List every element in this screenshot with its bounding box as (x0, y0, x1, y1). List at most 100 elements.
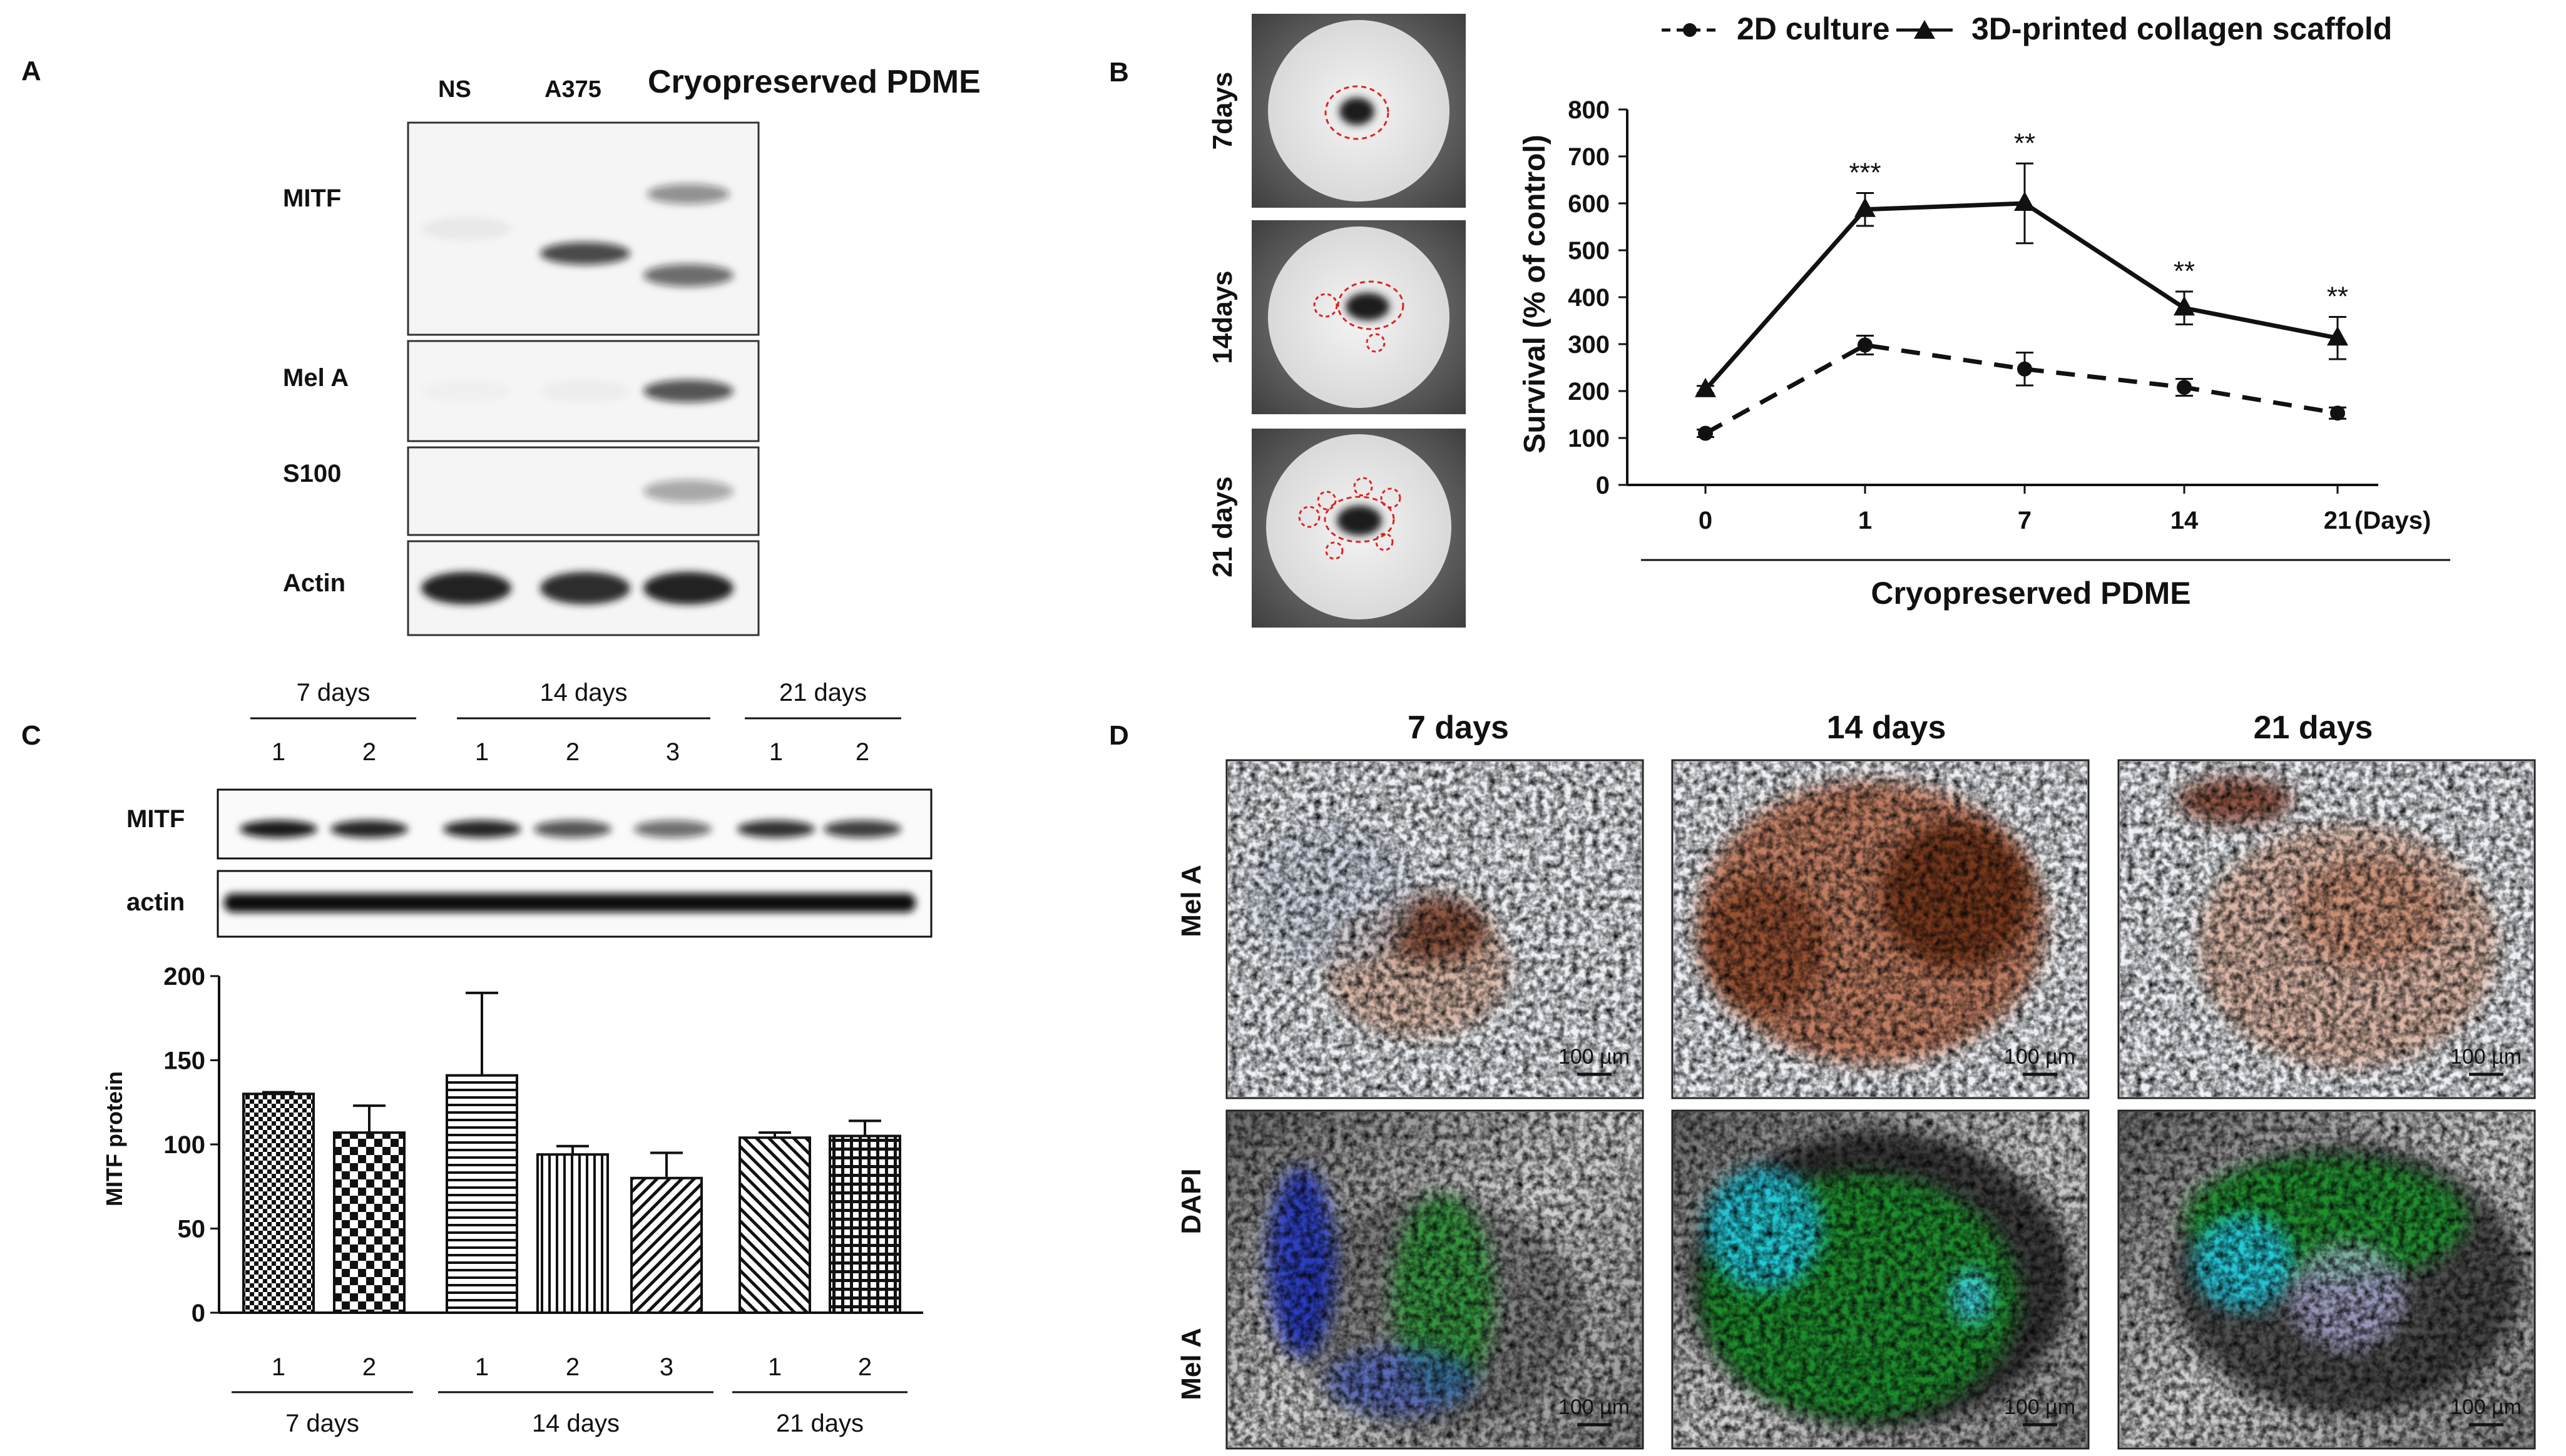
blot-a-band (643, 264, 734, 287)
blot-c-lane-label: 2 (856, 738, 869, 766)
blot-a-band (421, 380, 511, 402)
scale-bar-label: 100 µm (2450, 1045, 2522, 1069)
series-line-3d (1704, 201, 2338, 392)
panel-letter-b: B (1109, 57, 1129, 88)
mitf-bar-chart: 0 50 100 150 200 MITF protein 1 2 1 2 3 1 2 7 days 14 … (101, 963, 923, 1437)
blot-a-band (421, 217, 511, 240)
significance-mark: ** (2327, 282, 2348, 312)
data-point-3d (2014, 191, 2035, 211)
bar (630, 1176, 703, 1315)
significance-mark: ** (2014, 128, 2035, 158)
x-tick-label: 2 (566, 1353, 580, 1381)
scaffold-photo-7days (1252, 14, 1466, 208)
blot-c-lane-label: 1 (475, 738, 489, 766)
x-tick-label: 0 (1699, 507, 1712, 534)
y-tick-label: 200 (1568, 378, 1610, 405)
y-tick-label: 50 (178, 1216, 206, 1243)
blot-c-lane-label: 1 (272, 738, 285, 766)
x-tick-label: 2 (362, 1353, 376, 1381)
data-point-2d (2017, 361, 2032, 377)
blot-c-row-label-actin: actin (126, 888, 185, 916)
blot-c-lane-label: 1 (769, 738, 783, 766)
photo-label-21days: 21 days (1207, 476, 1238, 577)
panel-letter-d: D (1109, 720, 1129, 751)
blot-c-lane-label: 2 (362, 738, 376, 766)
tissue-texture (2120, 761, 2533, 1097)
y-tick-label: 200 (163, 963, 205, 990)
y-tick-label: 400 (1568, 284, 1610, 312)
data-point-3d (1695, 377, 1716, 397)
y-tick-label: 0 (1596, 472, 1610, 499)
row-label-mela-2: Mel A (1176, 1328, 1207, 1400)
bar (536, 1153, 609, 1315)
legend-marker-2d (1683, 23, 1697, 37)
bar (739, 1136, 811, 1314)
blot-c-actin-band (224, 893, 916, 912)
blot-a-band (540, 572, 630, 604)
x-tick-label: 14 (2170, 507, 2199, 534)
group-label: 21 days (776, 1410, 864, 1437)
column-title-7days: 7 days (1408, 710, 1509, 746)
lane-label-ns: NS (438, 76, 471, 103)
bar (242, 1092, 315, 1315)
panel-letter-c: C (21, 720, 41, 751)
blot-a-band (647, 184, 730, 204)
lane-label-pdme: Cryopreserved PDME (648, 64, 981, 100)
tissue-texture (1228, 761, 1642, 1097)
panel-a: A NS A375 Cryopreserved PDME MITF Mel A S1… (21, 56, 981, 636)
blot-a-row-label: MITF (283, 185, 341, 212)
panel-b: B 7days 14days (1109, 11, 2450, 628)
blot-a-row-label: S100 (283, 460, 341, 487)
x-tick-label: 21 (2324, 507, 2352, 534)
significance-mark: ** (2174, 256, 2195, 287)
legend-label-3d: 3D-printed collagen scaffold (1971, 11, 2392, 46)
bar (446, 1074, 518, 1314)
row-label-mela: Mel A (1176, 865, 1207, 937)
scale-bar-label: 100 µm (2450, 1395, 2522, 1419)
blot-c-mitf-band (330, 820, 408, 838)
blot-a-row-label: Mel A (283, 364, 349, 392)
row-label-dapi: DAPI (1176, 1168, 1207, 1234)
x-tick-label: 1 (475, 1353, 489, 1381)
blot-c-group-label: 21 days (779, 679, 867, 706)
data-point-3d (2327, 326, 2348, 346)
scale-bar-label: 100 µm (2004, 1395, 2075, 1419)
blot-c-group-label: 7 days (297, 679, 371, 706)
data-point-2d (1698, 425, 1713, 441)
data-point-2d (1858, 337, 1873, 353)
significance-mark: *** (1849, 158, 1881, 188)
data-point-3d (1854, 197, 1876, 217)
blot-a-row-label: Actin (283, 569, 345, 597)
photo-label-14days: 14days (1207, 270, 1238, 364)
x-tick-label: 2 (858, 1353, 872, 1381)
panel-letter-a: A (21, 56, 41, 86)
legend-marker-3d (1914, 20, 1935, 39)
blot-a-band (540, 380, 630, 402)
bar (333, 1131, 406, 1315)
blot-a-band (643, 380, 734, 402)
blot-a-band (643, 480, 734, 502)
lane-label-a375: A375 (544, 76, 601, 103)
blot-c: 7 days 1 2 14 days 1 2 3 21 days 1 2 MITF actin (126, 679, 933, 938)
scale-bar-label: 100 µm (2004, 1045, 2075, 1069)
group-label: 7 days (285, 1410, 359, 1437)
y-tick-label: 0 (192, 1300, 205, 1327)
micrographs: 100 µm 100 µm 100 µm 100 µm 100 µm 100 µm (1225, 759, 2536, 1450)
y-axis-title: MITF protein (101, 1071, 127, 1206)
scale-bar-label: 100 µm (1558, 1045, 1630, 1069)
fluorescence-texture (1228, 1112, 1642, 1447)
y-tick-label: 700 (1568, 143, 1610, 171)
scaffold-photo-14days (1252, 220, 1466, 414)
legend-label-2d: 2D culture (1737, 11, 1890, 46)
blot-a-band (643, 572, 734, 604)
y-tick-label: 600 (1568, 190, 1610, 218)
blot-c-mitf-band (737, 820, 815, 838)
y-tick-label: 100 (1568, 425, 1610, 452)
blot-c-mitf-band (534, 820, 611, 838)
bar (829, 1134, 901, 1315)
fluorescence-texture (2120, 1112, 2533, 1447)
tissue-texture (1674, 761, 2087, 1097)
y-tick-label: 300 (1568, 331, 1610, 359)
data-point-2d (2330, 405, 2345, 421)
